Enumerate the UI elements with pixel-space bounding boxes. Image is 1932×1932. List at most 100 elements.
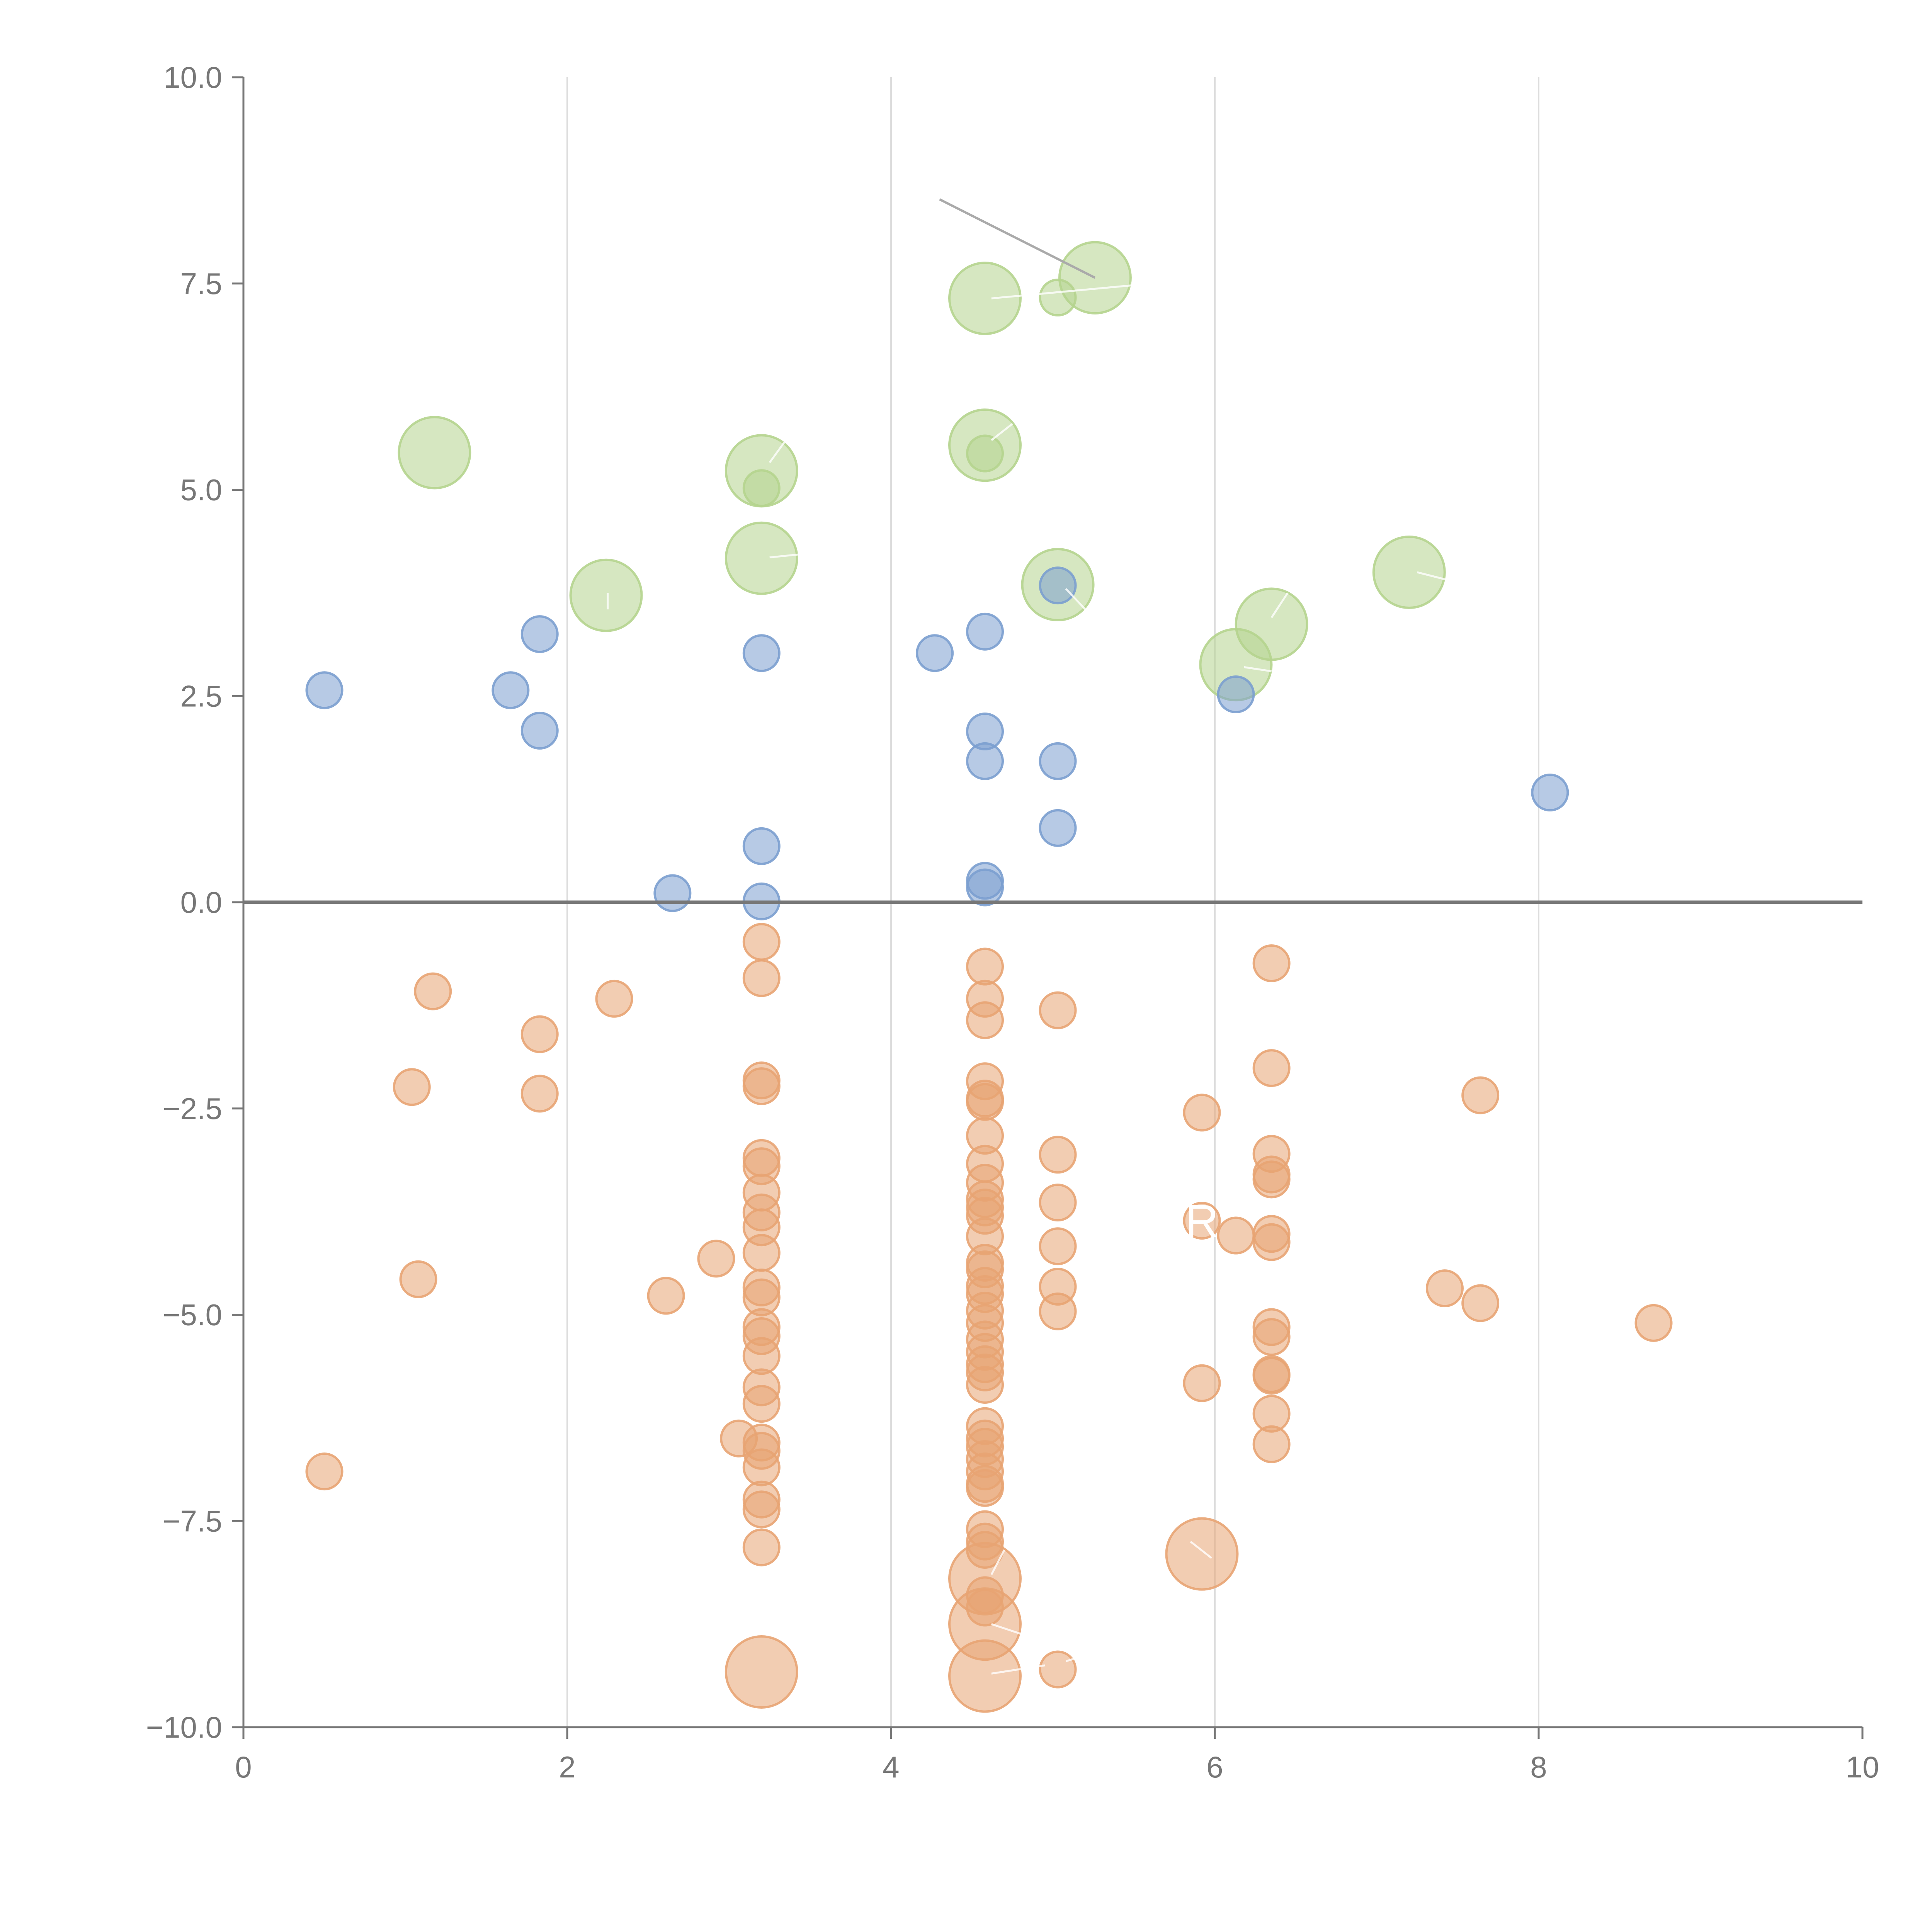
point-orange-75[interactable]: [1039, 1184, 1077, 1222]
point-orange-99[interactable]: [1461, 1076, 1500, 1114]
inner-connector-11: [991, 1623, 1029, 1638]
y-tick-label-1: −7.5: [163, 1504, 222, 1538]
point-orange-33[interactable]: [724, 1635, 798, 1709]
point-orange-97[interactable]: [1252, 1425, 1291, 1463]
annotation-label-0: R: [1185, 1195, 1219, 1247]
point-orange-4[interactable]: [520, 1015, 559, 1053]
y-tick-label-4: 0.0: [180, 885, 222, 919]
y-tick-label-0: −10.0: [146, 1710, 222, 1744]
point-green-9[interactable]: [966, 434, 1004, 473]
point-orange-93[interactable]: [1252, 1318, 1291, 1356]
inner-connector-0: [991, 284, 1134, 299]
point-orange-36[interactable]: [966, 1001, 1004, 1039]
point-blue-17[interactable]: [1217, 675, 1255, 713]
point-orange-1[interactable]: [393, 1068, 431, 1106]
x-tick-label-1: 2: [559, 1750, 575, 1784]
point-orange-39[interactable]: [966, 1083, 1004, 1121]
point-orange-2[interactable]: [399, 1260, 437, 1298]
point-blue-9[interactable]: [966, 612, 1004, 651]
point-blue-14[interactable]: [1039, 566, 1077, 605]
inner-connector-6: [1270, 592, 1289, 618]
point-orange-19[interactable]: [742, 1234, 781, 1272]
point-green-0[interactable]: [398, 416, 471, 490]
point-orange-89[interactable]: [1252, 1160, 1291, 1199]
point-orange-85[interactable]: [1252, 944, 1291, 982]
point-orange-83[interactable]: [1165, 1517, 1239, 1591]
point-green-3[interactable]: [742, 469, 781, 507]
point-orange-13[interactable]: [742, 1067, 781, 1105]
point-blue-1[interactable]: [492, 671, 530, 709]
point-blue-8[interactable]: [916, 634, 954, 672]
point-orange-34[interactable]: [966, 947, 1004, 986]
point-orange-82[interactable]: [1183, 1364, 1221, 1402]
point-orange-10[interactable]: [742, 923, 781, 961]
annotation-layer: R: [607, 198, 1450, 1675]
point-blue-0[interactable]: [305, 671, 344, 709]
point-orange-5[interactable]: [520, 1075, 559, 1113]
point-orange-3[interactable]: [414, 972, 452, 1010]
point-orange-91[interactable]: [1252, 1223, 1291, 1261]
point-orange-86[interactable]: [1252, 1049, 1291, 1087]
point-blue-2[interactable]: [520, 615, 559, 653]
point-orange-8[interactable]: [697, 1240, 735, 1278]
point-orange-100[interactable]: [1461, 1284, 1500, 1322]
point-orange-76[interactable]: [1039, 1227, 1077, 1265]
inner-connector-10: [991, 1664, 1045, 1675]
point-green-1[interactable]: [569, 558, 643, 632]
point-blue-18[interactable]: [1531, 774, 1569, 812]
inner-connector-5: [1065, 588, 1086, 610]
leader-line: [939, 198, 1096, 279]
point-blue-16[interactable]: [1039, 809, 1077, 847]
point-blue-13[interactable]: [966, 868, 1004, 906]
point-blue-6[interactable]: [742, 827, 781, 865]
y-tick-label-6: 5.0: [180, 473, 222, 507]
points-layer: [305, 241, 1673, 1713]
point-orange-78[interactable]: [1039, 1292, 1077, 1330]
inner-connector-7: [1244, 666, 1272, 672]
point-orange-95[interactable]: [1252, 1357, 1291, 1395]
point-orange-26[interactable]: [742, 1385, 781, 1423]
x-tick-label-3: 6: [1206, 1750, 1223, 1784]
inner-connector-9: [1190, 1541, 1213, 1559]
point-orange-31[interactable]: [742, 1490, 781, 1529]
inner-connector-2: [769, 553, 802, 559]
ticks-layer: 0 2 4 6 8 10 −10.0 −7.5 −5.0 −2.5 0.0 2.5 5.0 7.5 10.0: [146, 60, 1879, 1784]
point-orange-73[interactable]: [1039, 991, 1077, 1029]
point-orange-29[interactable]: [742, 1448, 781, 1486]
axes-layer: [242, 77, 1862, 1728]
point-green-4[interactable]: [724, 521, 798, 595]
y-tick-label-5: 2.5: [180, 679, 222, 713]
inner-connector-8: [1417, 571, 1450, 582]
x-tick-label-4: 8: [1530, 1750, 1547, 1784]
point-blue-4[interactable]: [653, 874, 692, 912]
point-blue-5[interactable]: [742, 634, 781, 672]
x-tick-label-0: 0: [235, 1750, 252, 1784]
inner-connector-4: [991, 423, 1013, 441]
point-orange-101[interactable]: [1634, 1304, 1673, 1342]
point-blue-3[interactable]: [520, 711, 559, 750]
point-blue-11[interactable]: [966, 742, 1004, 780]
point-orange-64[interactable]: [966, 1469, 1004, 1507]
point-blue-15[interactable]: [1039, 742, 1077, 780]
point-orange-80[interactable]: [1183, 1094, 1221, 1132]
point-orange-57[interactable]: [966, 1366, 1004, 1404]
point-orange-84[interactable]: [1217, 1216, 1255, 1255]
point-orange-0[interactable]: [305, 1452, 344, 1491]
point-orange-72[interactable]: [948, 1639, 1022, 1713]
point-orange-81[interactable]: [1183, 1202, 1221, 1240]
point-orange-6[interactable]: [595, 980, 633, 1018]
point-orange-7[interactable]: [647, 1277, 685, 1315]
point-orange-79[interactable]: [1039, 1650, 1077, 1689]
y-tick-label-2: −5.0: [163, 1298, 222, 1332]
point-orange-74[interactable]: [1039, 1136, 1077, 1174]
point-green-13[interactable]: [1372, 536, 1446, 609]
y-tick-label-7: 7.5: [180, 267, 222, 301]
point-orange-11[interactable]: [742, 959, 781, 997]
point-orange-32[interactable]: [742, 1528, 781, 1566]
point-orange-98[interactable]: [1425, 1269, 1464, 1308]
point-green-5[interactable]: [948, 262, 1022, 335]
y-tick-label-8: 10.0: [163, 60, 222, 94]
inner-connector-13: [1065, 1652, 1094, 1662]
y-tick-label-3: −2.5: [163, 1092, 222, 1126]
